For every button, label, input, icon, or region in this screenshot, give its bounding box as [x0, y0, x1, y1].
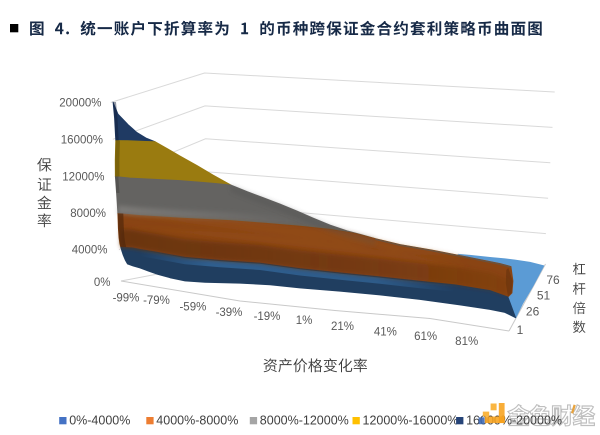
svg-text:16000%: 16000%	[61, 134, 103, 146]
svg-text:1%: 1%	[296, 315, 313, 327]
svg-text:0%: 0%	[94, 277, 111, 289]
svg-text:1: 1	[517, 323, 524, 337]
svg-text:4000%-8000%: 4000%-8000%	[156, 413, 238, 427]
svg-text:12000%: 12000%	[62, 171, 104, 183]
svg-text:-19%: -19%	[254, 311, 281, 323]
svg-text:-99%: -99%	[113, 292, 140, 304]
svg-text:20000%: 20000%	[59, 98, 101, 110]
svg-text:26: 26	[526, 304, 540, 318]
svg-text:81%: 81%	[455, 336, 478, 348]
svg-text:-79%: -79%	[143, 295, 170, 307]
svg-text:12000%-16000%: 12000%-16000%	[363, 413, 459, 427]
svg-text:-39%: -39%	[216, 307, 243, 319]
svg-text:41%: 41%	[374, 326, 397, 338]
svg-text:8000%: 8000%	[70, 208, 106, 220]
svg-text:8000%-12000%: 8000%-12000%	[260, 413, 349, 427]
svg-text:-59%: -59%	[179, 301, 206, 313]
svg-text:0%-4000%: 0%-4000%	[69, 413, 130, 427]
svg-text:21%: 21%	[331, 321, 354, 333]
svg-text:76: 76	[546, 273, 560, 287]
svg-text:61%: 61%	[414, 331, 437, 343]
svg-text:4000%: 4000%	[72, 245, 108, 257]
svg-text:51: 51	[537, 289, 551, 303]
